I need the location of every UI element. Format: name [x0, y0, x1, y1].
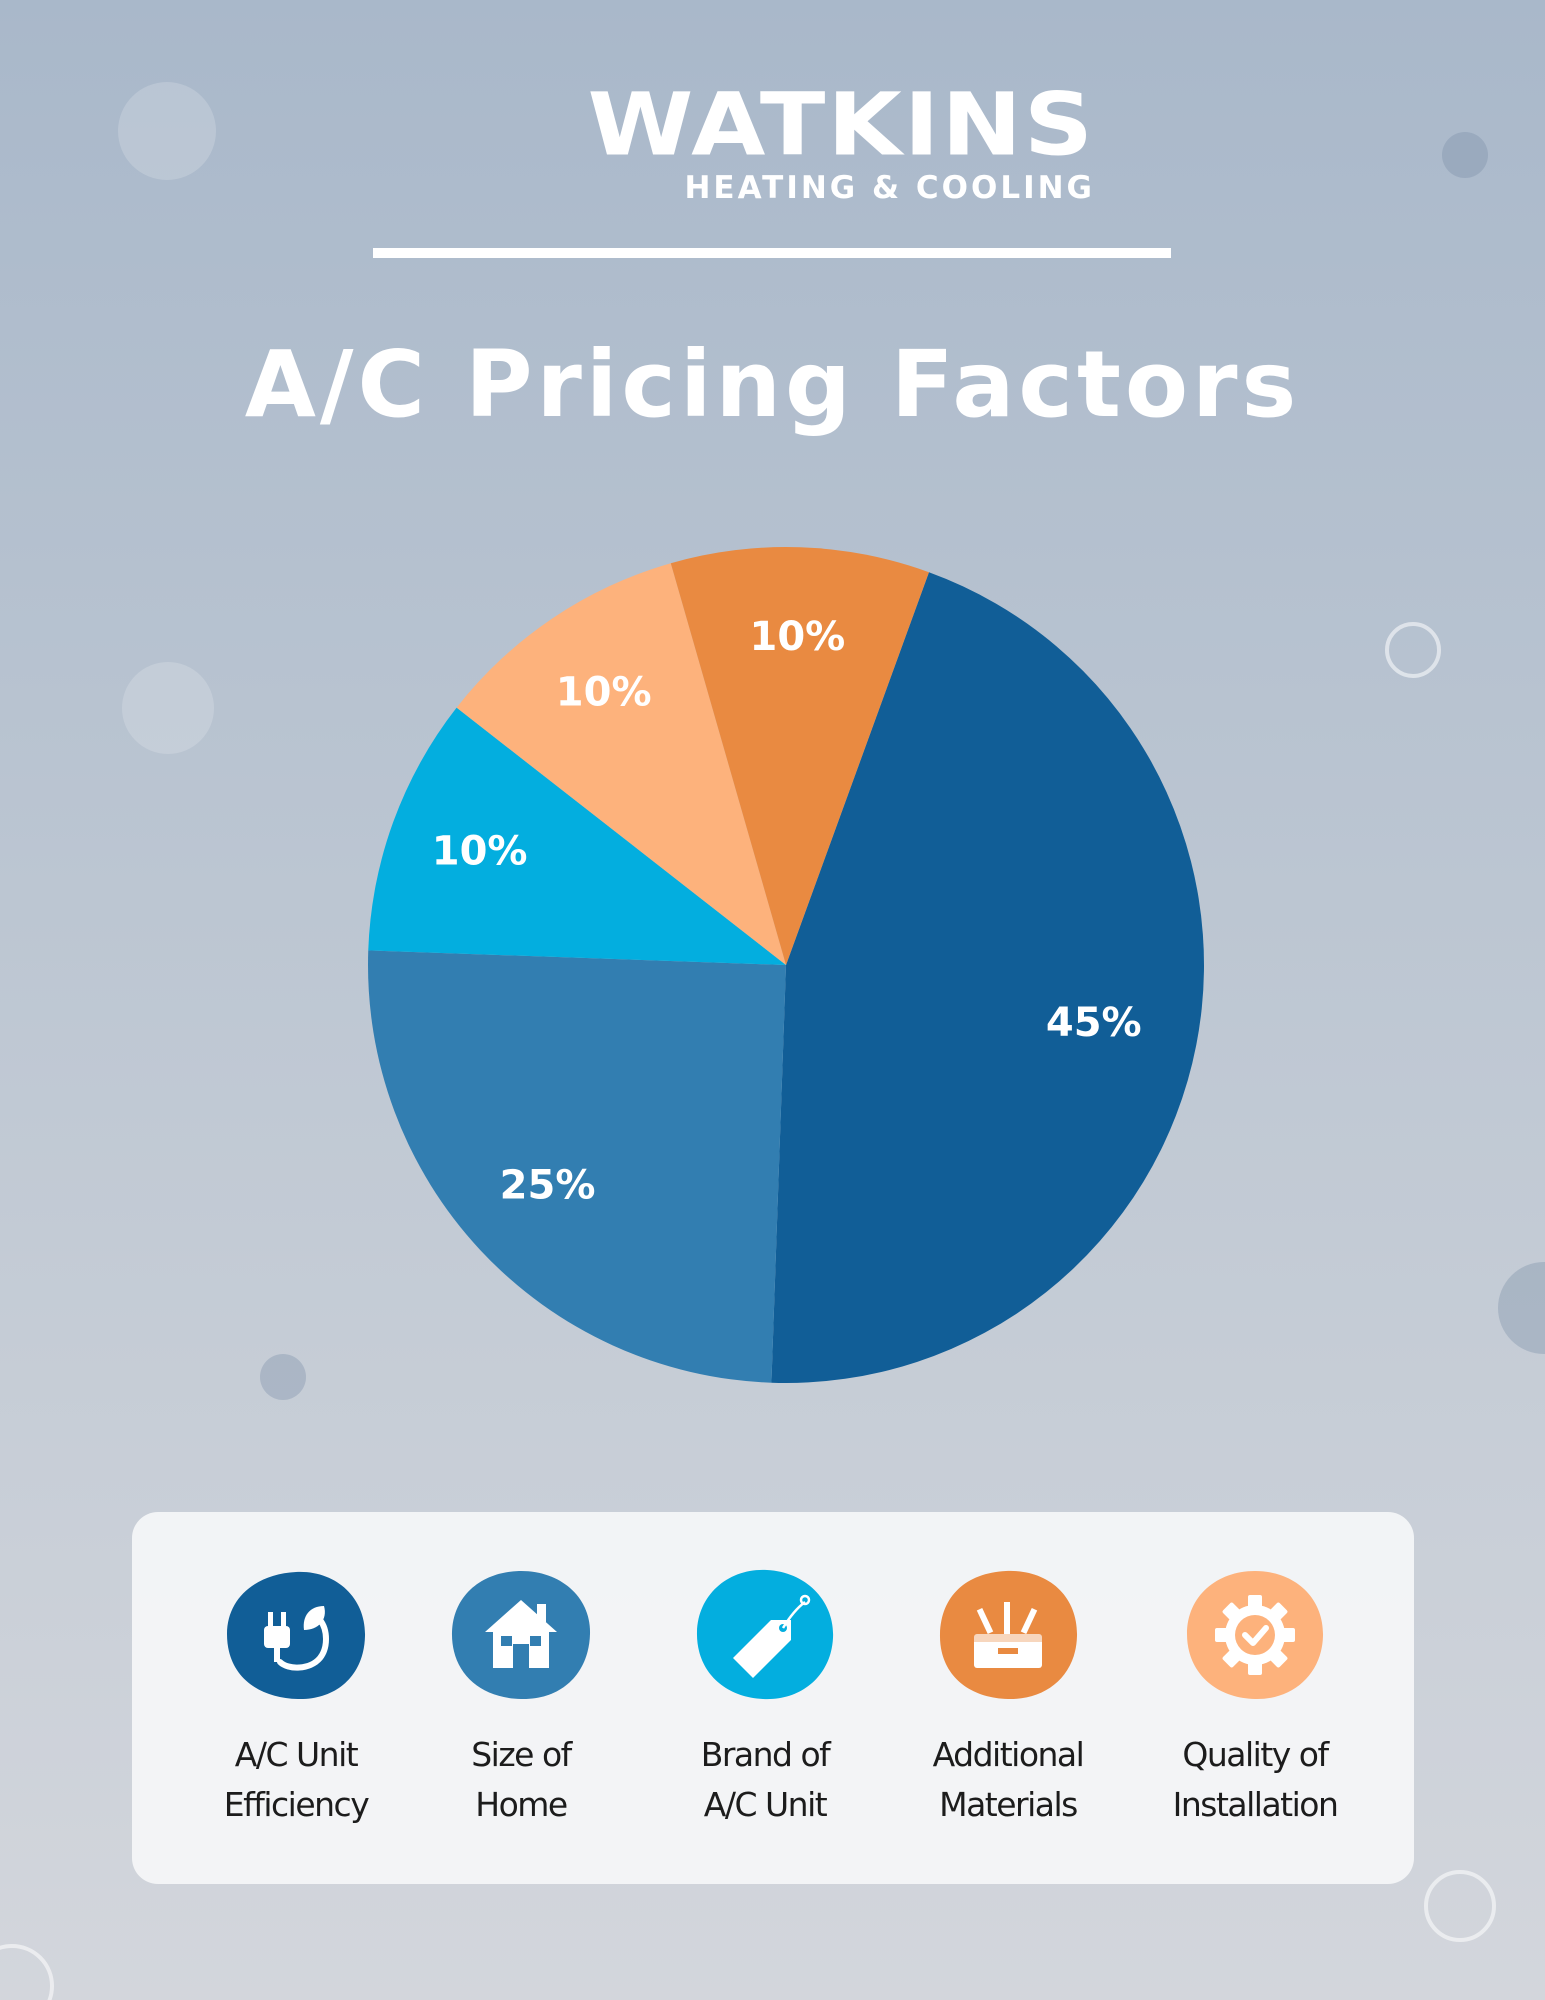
house-icon: [451, 1570, 591, 1700]
pie-slice-0: [771, 572, 1204, 1383]
price-tag-icon: [696, 1569, 834, 1700]
slice-value-label: 10%: [750, 614, 846, 660]
legend-item-efficiency: A/C Unit Efficiency: [171, 1568, 421, 1848]
pie-slice-2: [368, 707, 786, 965]
decor-ring: [1385, 622, 1441, 678]
decor-ring: [1424, 1870, 1496, 1942]
toolbox-icon: [939, 1570, 1078, 1700]
legend-item-home-size: Size of Home: [396, 1568, 646, 1848]
slice-value-label: 45%: [1046, 1000, 1142, 1046]
pie-slice-3: [456, 563, 786, 965]
slice-value-label: 25%: [500, 1162, 596, 1208]
legend-label: Brand of A/C Unit: [700, 1735, 831, 1824]
decor-bubble: [1442, 132, 1488, 178]
pie-slice-1: [368, 950, 786, 1383]
pie-chart: 45% 25% 10% 10% 10%: [368, 547, 1204, 1383]
legend-label: Quality of Installation: [1172, 1735, 1339, 1824]
slice-value-label: 10%: [556, 670, 652, 716]
icon-blob: [227, 1571, 366, 1700]
legend-item-materials: Additional Materials: [883, 1568, 1133, 1848]
pie-slice-4: [670, 547, 929, 965]
slice-value-label: 10%: [432, 828, 528, 874]
legend-label: A/C Unit Efficiency: [223, 1735, 370, 1824]
legend-panel: A/C Unit Efficiency Size of Home: [132, 1512, 1414, 1884]
legend-label: Size of Home: [471, 1735, 572, 1824]
decor-ring: [0, 1944, 54, 2000]
logo-tagline: HEATING & COOLING: [684, 170, 1095, 206]
page-title: A/C Pricing Factors: [244, 331, 1301, 438]
decor-bubble: [118, 82, 216, 180]
decor-bubble: [122, 662, 214, 754]
company-logo: WATKINS HEATING & COOLING: [455, 80, 1095, 210]
decor-bubble: [260, 1354, 306, 1400]
gear-check-icon: [1187, 1571, 1324, 1700]
logo-wordmark: WATKINS: [587, 74, 1095, 176]
header-divider: [373, 248, 1171, 258]
legend-item-installation: Quality of Installation: [1130, 1568, 1380, 1848]
plug-leaf-icon: [227, 1571, 366, 1700]
legend-label: Additional Materials: [932, 1735, 1085, 1824]
legend-item-brand: Brand of A/C Unit: [640, 1568, 890, 1848]
